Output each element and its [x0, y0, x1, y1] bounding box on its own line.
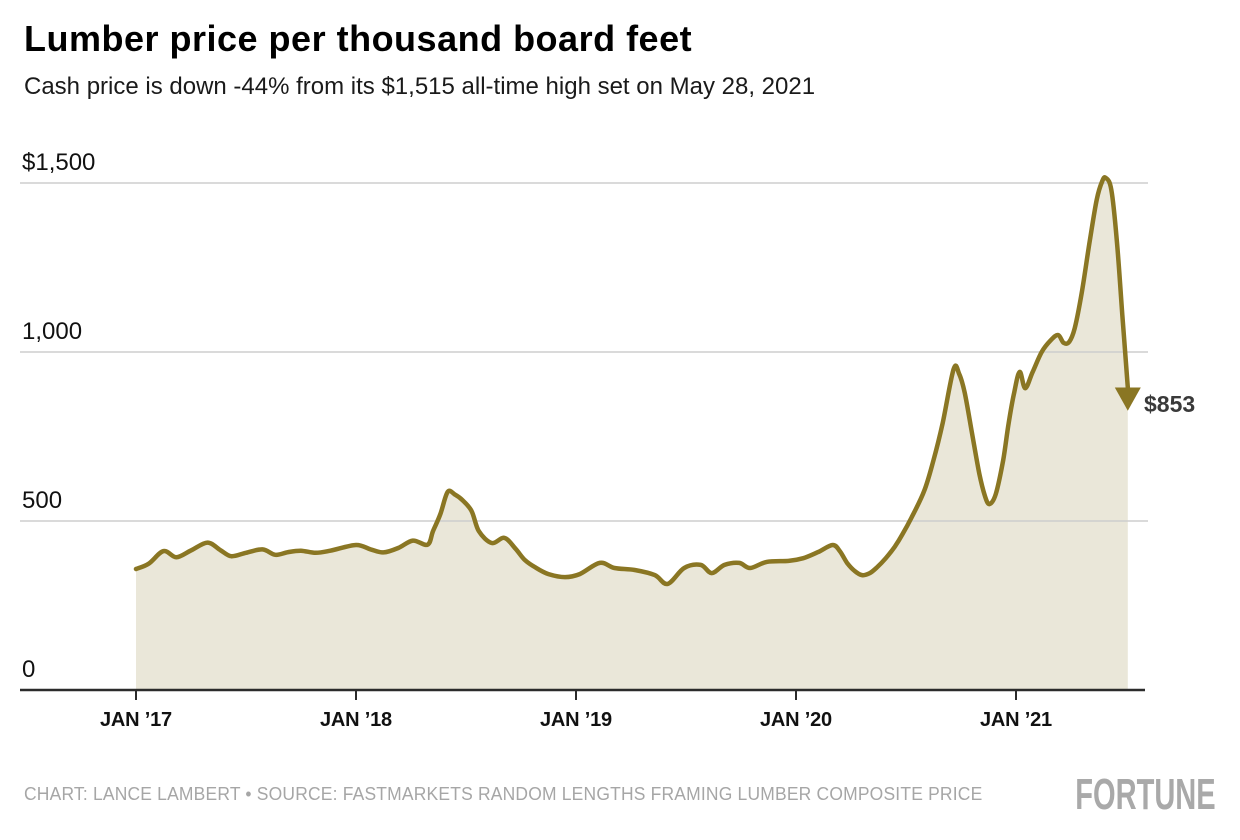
fortune-logo: FORTUNE	[1075, 770, 1216, 819]
y-tick-label: 500	[22, 487, 63, 514]
x-tick-label: JAN ’21	[980, 709, 1052, 731]
x-tick-label: JAN ’18	[320, 709, 392, 731]
x-tick-label: JAN ’20	[760, 709, 832, 731]
credit-line: CHART: LANCE LAMBERT • SOURCE: FASTMARKE…	[24, 784, 983, 804]
y-tick-label: $1,500	[22, 149, 96, 176]
y-tick-label: 0	[22, 656, 36, 683]
x-tick-label: JAN ’19	[540, 709, 612, 731]
y-tick-label: 1,000	[22, 318, 83, 345]
end-value-label: $853	[1144, 391, 1196, 417]
price-line	[133, 175, 1131, 587]
chart-subtitle: Cash price is down -44% from its $1,515 …	[24, 73, 816, 100]
chart-title: Lumber price per thousand board feet	[24, 18, 693, 59]
arrow-down-icon	[1114, 387, 1141, 411]
area-fill	[136, 177, 1128, 690]
x-tick-label: JAN ’17	[100, 709, 172, 731]
